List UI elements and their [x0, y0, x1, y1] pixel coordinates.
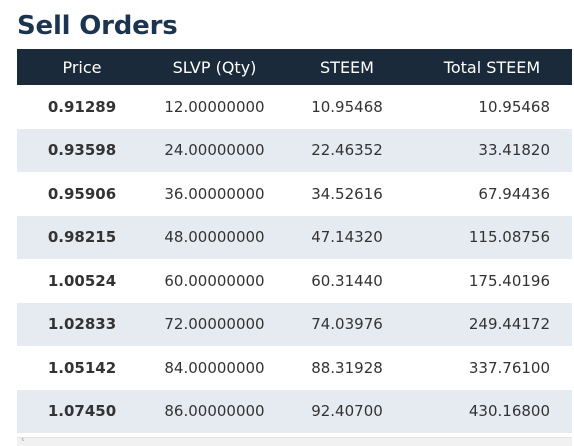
cell-price: 0.95906	[47, 184, 117, 203]
cell-price: 1.02833	[47, 315, 117, 334]
cell-steem: 47.14320	[311, 228, 383, 247]
table-row[interactable]: 0.93598 24.00000000 22.46352 33.41820	[17, 128, 572, 172]
cell-total: 10.95468	[478, 97, 550, 116]
cell-qty: 72.00000000	[164, 315, 265, 334]
cell-total: 430.16800	[468, 402, 550, 421]
cell-total: 175.40196	[468, 271, 550, 290]
table-header: Price SLVP (Qty) STEEM Total STEEM	[17, 49, 572, 85]
cell-qty: 24.00000000	[164, 141, 265, 160]
table-row[interactable]: 0.98215 48.00000000 47.14320 115.08756	[17, 215, 572, 259]
table-row[interactable]: 1.02833 72.00000000 74.03976 249.44172	[17, 302, 572, 346]
cell-price: 0.93598	[47, 141, 117, 160]
cell-qty: 48.00000000	[164, 228, 265, 247]
cell-total: 337.76100	[468, 358, 550, 377]
cell-steem: 88.31928	[311, 358, 383, 377]
cell-steem: 60.31440	[311, 271, 383, 290]
cell-qty: 84.00000000	[164, 358, 265, 377]
cell-price: 0.98215	[47, 228, 117, 247]
cell-steem: 34.52616	[311, 184, 383, 203]
cell-total: 115.08756	[468, 228, 550, 247]
table-row[interactable]: 0.95906 36.00000000 34.52616 67.94436	[17, 172, 572, 216]
cell-steem: 92.40700	[311, 402, 383, 421]
table-row[interactable]: 1.07450 86.00000000 92.40700 430.16800	[17, 389, 572, 433]
cell-price: 1.05142	[47, 358, 117, 377]
header-steem[interactable]: STEEM	[320, 57, 374, 77]
cell-price: 0.91289	[47, 97, 117, 116]
header-slvp-qty[interactable]: SLVP (Qty)	[172, 57, 257, 77]
cell-price: 1.07450	[47, 402, 117, 421]
sell-orders-table: Price SLVP (Qty) STEEM Total STEEM 0.912…	[17, 49, 572, 433]
cell-total: 249.44172	[468, 315, 550, 334]
table-row[interactable]: 1.05142 84.00000000 88.31928 337.76100	[17, 346, 572, 390]
cell-total: 67.94436	[478, 184, 550, 203]
table-row[interactable]: 1.00524 60.00000000 60.31440 175.40196	[17, 259, 572, 303]
header-total-steem[interactable]: Total STEEM	[443, 57, 541, 77]
cell-qty: 12.00000000	[164, 97, 265, 116]
cell-total: 33.41820	[478, 141, 550, 160]
page-title: Sell Orders	[17, 11, 178, 41]
horizontal-scrollbar[interactable]: ‹	[17, 435, 572, 446]
header-price[interactable]: Price	[62, 57, 102, 77]
cell-steem: 10.95468	[311, 97, 383, 116]
scroll-left-icon[interactable]: ‹	[21, 435, 25, 445]
cell-qty: 86.00000000	[164, 402, 265, 421]
cell-qty: 60.00000000	[164, 271, 265, 290]
table-row[interactable]: 0.91289 12.00000000 10.95468 10.95468	[17, 85, 572, 129]
cell-steem: 74.03976	[311, 315, 383, 334]
cell-price: 1.00524	[47, 271, 117, 290]
cell-qty: 36.00000000	[164, 184, 265, 203]
cell-steem: 22.46352	[311, 141, 383, 160]
